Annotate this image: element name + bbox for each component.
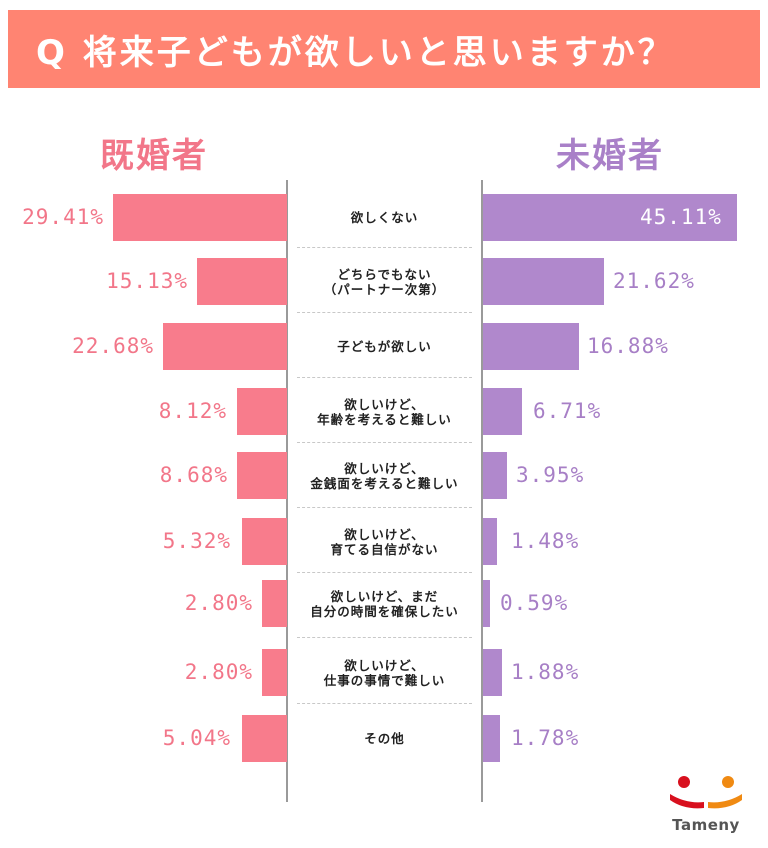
category-line2: （パートナー次第） [323, 281, 446, 297]
value-married: 15.13% [106, 269, 188, 293]
chart-row: 2.80% 欲しいけど、 仕事の事情で難しい 1.88% [0, 649, 768, 696]
row-divider [297, 637, 472, 638]
chart-row: 5.04% その他 1.78% [0, 715, 768, 762]
row-divider [297, 247, 472, 248]
category-line1: 欲しいけど、 [344, 460, 425, 476]
category-line2: 年齢を考えると難しい [317, 411, 452, 427]
smile-logo-icon [670, 776, 742, 809]
right-axis-line [481, 180, 483, 802]
logo-text: Tameny [672, 816, 740, 834]
value-unmarried: 16.88% [587, 334, 669, 358]
value-unmarried: 1.78% [511, 726, 580, 750]
category-label: 欲しいけど、まだ 自分の時間を確保したい [288, 580, 481, 627]
bar-unmarried [483, 649, 502, 696]
bar-unmarried [483, 258, 604, 305]
bar-married [237, 388, 287, 435]
value-married: 8.12% [158, 399, 227, 423]
category-line2: 自分の時間を確保したい [310, 603, 459, 619]
bar-married [197, 258, 287, 305]
category-line2: 仕事の事情で難しい [323, 672, 446, 688]
value-married: 5.32% [162, 529, 231, 553]
row-divider [297, 442, 472, 443]
bar-unmarried [483, 580, 490, 627]
bar-unmarried [483, 518, 497, 565]
category-label: 欲しいけど、 年齢を考えると難しい [288, 388, 481, 435]
chart-row: 5.32% 欲しいけど、 育てる自信がない 1.48% [0, 518, 768, 565]
category-line1: どちらでもない [337, 266, 432, 282]
category-line2: 金銭面を考えると難しい [310, 475, 459, 491]
category-line1: 欲しくない [350, 210, 419, 225]
title-banner: Q 将来子どもが欲しいと思いますか？ [8, 10, 760, 88]
category-line1: 欲しいけど、 [344, 396, 425, 412]
category-label: 欲しいけど、 育てる自信がない [288, 518, 481, 565]
category-line2: 育てる自信がない [330, 541, 439, 557]
bar-married [262, 649, 287, 696]
category-line1: 欲しいけど、まだ [330, 588, 439, 604]
value-married: 29.41% [22, 205, 104, 229]
value-married: 22.68% [72, 334, 154, 358]
bar-unmarried [483, 194, 737, 241]
value-unmarried: 45.11% [640, 205, 722, 229]
chart-row: 2.80% 欲しいけど、まだ 自分の時間を確保したい 0.59% [0, 580, 768, 627]
left-axis-line [286, 180, 288, 802]
chart-row: 8.12% 欲しいけど、 年齢を考えると難しい 6.71% [0, 388, 768, 435]
row-divider [297, 703, 472, 704]
category-line1: その他 [364, 731, 405, 746]
category-label: 欲しいけど、 仕事の事情で難しい [288, 649, 481, 696]
chart-row: 22.68% 子どもが欲しい 16.88% [0, 323, 768, 370]
value-unmarried: 3.95% [516, 463, 585, 487]
value-unmarried: 1.88% [511, 660, 580, 684]
row-divider [297, 312, 472, 313]
value-unmarried: 6.71% [533, 399, 602, 423]
category-line1: 欲しいけど、 [344, 657, 425, 673]
chart-row: 8.68% 欲しいけど、 金銭面を考えると難しい 3.95% [0, 452, 768, 499]
group-label-married: 既婚者 [100, 136, 208, 176]
category-line1: 欲しいけど、 [344, 526, 425, 542]
group-label-unmarried: 未婚者 [556, 136, 664, 176]
bar-unmarried [483, 452, 507, 499]
value-married: 2.80% [184, 660, 253, 684]
bar-married [262, 580, 287, 627]
bar-unmarried [483, 715, 500, 762]
category-label: 欲しくない [288, 194, 481, 241]
value-married: 8.68% [159, 463, 228, 487]
chart-title: Q 将来子どもが欲しいと思いますか？ [36, 32, 675, 73]
bar-married [113, 194, 287, 241]
chart-row: 15.13% どちらでもない （パートナー次第） 21.62% [0, 258, 768, 305]
tameny-logo: Tameny [664, 772, 748, 836]
row-divider [297, 572, 472, 573]
bar-unmarried [483, 388, 522, 435]
value-unmarried: 0.59% [500, 591, 569, 615]
bar-married [242, 715, 287, 762]
bar-married [237, 452, 287, 499]
category-label: 子どもが欲しい [288, 323, 481, 370]
value-unmarried: 21.62% [613, 269, 695, 293]
bar-married [163, 323, 287, 370]
category-label: どちらでもない （パートナー次第） [288, 258, 481, 305]
value-unmarried: 1.48% [511, 529, 580, 553]
bar-unmarried [483, 323, 579, 370]
value-married: 2.80% [184, 591, 253, 615]
bar-married [242, 518, 287, 565]
category-label: 欲しいけど、 金銭面を考えると難しい [288, 452, 481, 499]
category-label: その他 [288, 715, 481, 762]
category-line1: 子どもが欲しい [337, 339, 432, 354]
row-divider [297, 507, 472, 508]
row-divider [297, 377, 472, 378]
chart-row: 29.41% 欲しくない 45.11% [0, 194, 768, 241]
value-married: 5.04% [162, 726, 231, 750]
